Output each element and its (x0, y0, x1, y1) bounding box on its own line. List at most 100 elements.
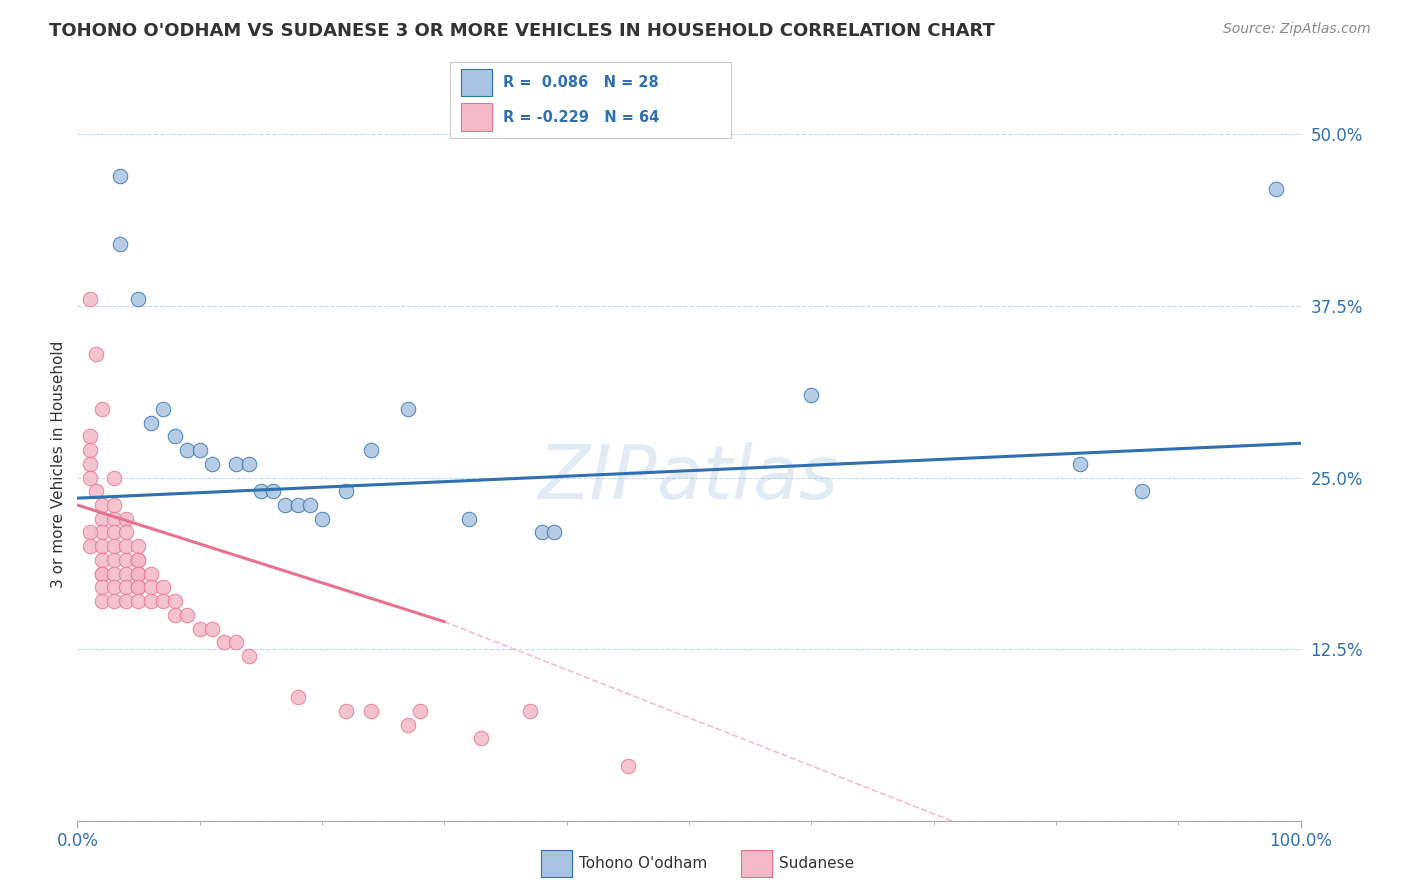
Point (127, 566, 149, 581)
Point (90, 525, 112, 540)
Point (1265, 182, 1288, 196)
Point (115, 566, 138, 581)
Point (127, 580, 149, 594)
Point (250, 484, 273, 499)
Text: ZIPatlas: ZIPatlas (538, 442, 839, 514)
Point (543, 525, 565, 540)
Point (115, 512, 138, 526)
Point (274, 498, 297, 512)
Point (127, 553, 149, 567)
Point (103, 498, 125, 512)
Point (79, 292, 101, 306)
Point (90, 580, 112, 594)
Point (90, 594, 112, 608)
Point (176, 607, 198, 622)
Point (152, 580, 174, 594)
Point (519, 704, 541, 718)
Point (79, 525, 101, 540)
Point (115, 594, 138, 608)
Point (165, 429, 187, 443)
Point (79, 429, 101, 443)
Point (127, 553, 149, 567)
Point (103, 580, 125, 594)
Point (84, 484, 107, 499)
Point (360, 704, 382, 718)
Text: TOHONO O'ODHAM VS SUDANESE 3 OR MORE VEHICLES IN HOUSEHOLD CORRELATION CHART: TOHONO O'ODHAM VS SUDANESE 3 OR MORE VEH… (49, 22, 995, 40)
Point (139, 580, 162, 594)
Point (152, 401, 174, 416)
Point (298, 498, 321, 512)
Point (79, 443, 101, 458)
Point (188, 443, 211, 458)
Point (139, 416, 162, 430)
Point (262, 484, 284, 499)
Point (238, 457, 260, 471)
Point (115, 553, 138, 567)
Point (103, 594, 125, 608)
Point (103, 512, 125, 526)
Point (201, 622, 224, 636)
Point (152, 594, 174, 608)
Point (396, 401, 419, 416)
Point (360, 443, 382, 458)
Point (531, 525, 554, 540)
Point (84, 347, 107, 361)
Point (115, 539, 138, 553)
Point (90, 512, 112, 526)
Point (127, 292, 149, 306)
Point (90, 401, 112, 416)
Point (225, 457, 247, 471)
Point (287, 690, 309, 705)
Point (165, 594, 187, 608)
Point (103, 553, 125, 567)
Text: Sudanese: Sudanese (779, 856, 853, 871)
Point (79, 539, 101, 553)
Point (188, 622, 211, 636)
Point (165, 607, 187, 622)
Point (800, 388, 823, 402)
Bar (461, 69, 492, 95)
Text: R =  0.086   N = 28: R = 0.086 N = 28 (503, 75, 659, 90)
Point (79, 457, 101, 471)
Point (1069, 457, 1091, 471)
Point (238, 648, 260, 663)
Point (79, 470, 101, 484)
Point (287, 498, 309, 512)
Point (335, 484, 357, 499)
Point (90, 498, 112, 512)
Point (103, 566, 125, 581)
Point (617, 758, 640, 772)
Point (115, 525, 138, 540)
Point (115, 580, 138, 594)
Point (457, 512, 479, 526)
Bar (461, 103, 492, 130)
Point (470, 731, 492, 746)
Point (108, 169, 131, 183)
Point (335, 704, 357, 718)
Point (311, 512, 333, 526)
Point (409, 704, 432, 718)
Point (176, 443, 198, 458)
Text: Tohono O'odham: Tohono O'odham (579, 856, 707, 871)
Point (103, 539, 125, 553)
Point (90, 566, 112, 581)
Point (225, 635, 247, 649)
Point (139, 594, 162, 608)
Point (1130, 484, 1153, 499)
Point (103, 525, 125, 540)
Point (108, 237, 131, 252)
Point (127, 594, 149, 608)
Point (103, 470, 125, 484)
Point (90, 566, 112, 581)
Point (90, 539, 112, 553)
Point (201, 457, 224, 471)
Point (127, 539, 149, 553)
Point (212, 635, 235, 649)
Point (127, 566, 149, 581)
Y-axis label: 3 or more Vehicles in Household: 3 or more Vehicles in Household (51, 340, 66, 588)
Point (139, 566, 162, 581)
Point (127, 580, 149, 594)
Point (90, 553, 112, 567)
Text: Source: ZipAtlas.com: Source: ZipAtlas.com (1223, 22, 1371, 37)
Text: R = -0.229   N = 64: R = -0.229 N = 64 (503, 110, 659, 125)
